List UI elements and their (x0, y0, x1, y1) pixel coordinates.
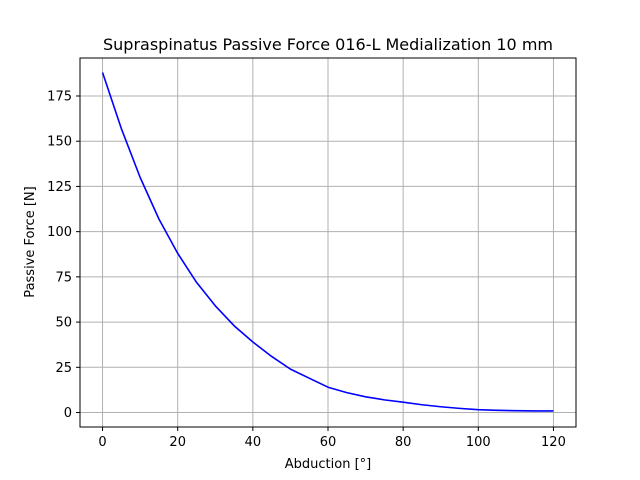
y-tick-label: 100 (47, 225, 72, 240)
grid (80, 58, 576, 427)
x-tick-label: 100 (466, 435, 491, 450)
chart-title: Supraspinatus Passive Force 016-L Medial… (103, 35, 553, 54)
y-axis-ticks: 0 25 50 75 100 125 150 175 (47, 89, 80, 421)
x-tick-label: 20 (169, 435, 186, 450)
x-tick-label: 120 (541, 435, 566, 450)
y-tick-label: 175 (47, 89, 72, 104)
x-tick-label: 80 (395, 435, 412, 450)
y-tick-label: 150 (47, 135, 72, 150)
series-layer (101, 72, 554, 412)
x-tick-label: 60 (320, 435, 337, 450)
y-tick-label: 0 (64, 406, 72, 421)
y-tick-label: 75 (55, 270, 72, 285)
series-line (101, 72, 554, 412)
y-tick-label: 125 (47, 180, 72, 195)
x-tick-label: 0 (98, 435, 106, 450)
y-axis-label: Passive Force [N] (23, 186, 38, 297)
x-tick-label: 40 (245, 435, 262, 450)
y-tick-label: 50 (55, 316, 72, 331)
x-axis-label: Abduction [°] (285, 457, 371, 472)
y-tick-label: 25 (55, 361, 72, 376)
x-axis-ticks: 0 20 40 60 80 100 120 (98, 427, 566, 450)
